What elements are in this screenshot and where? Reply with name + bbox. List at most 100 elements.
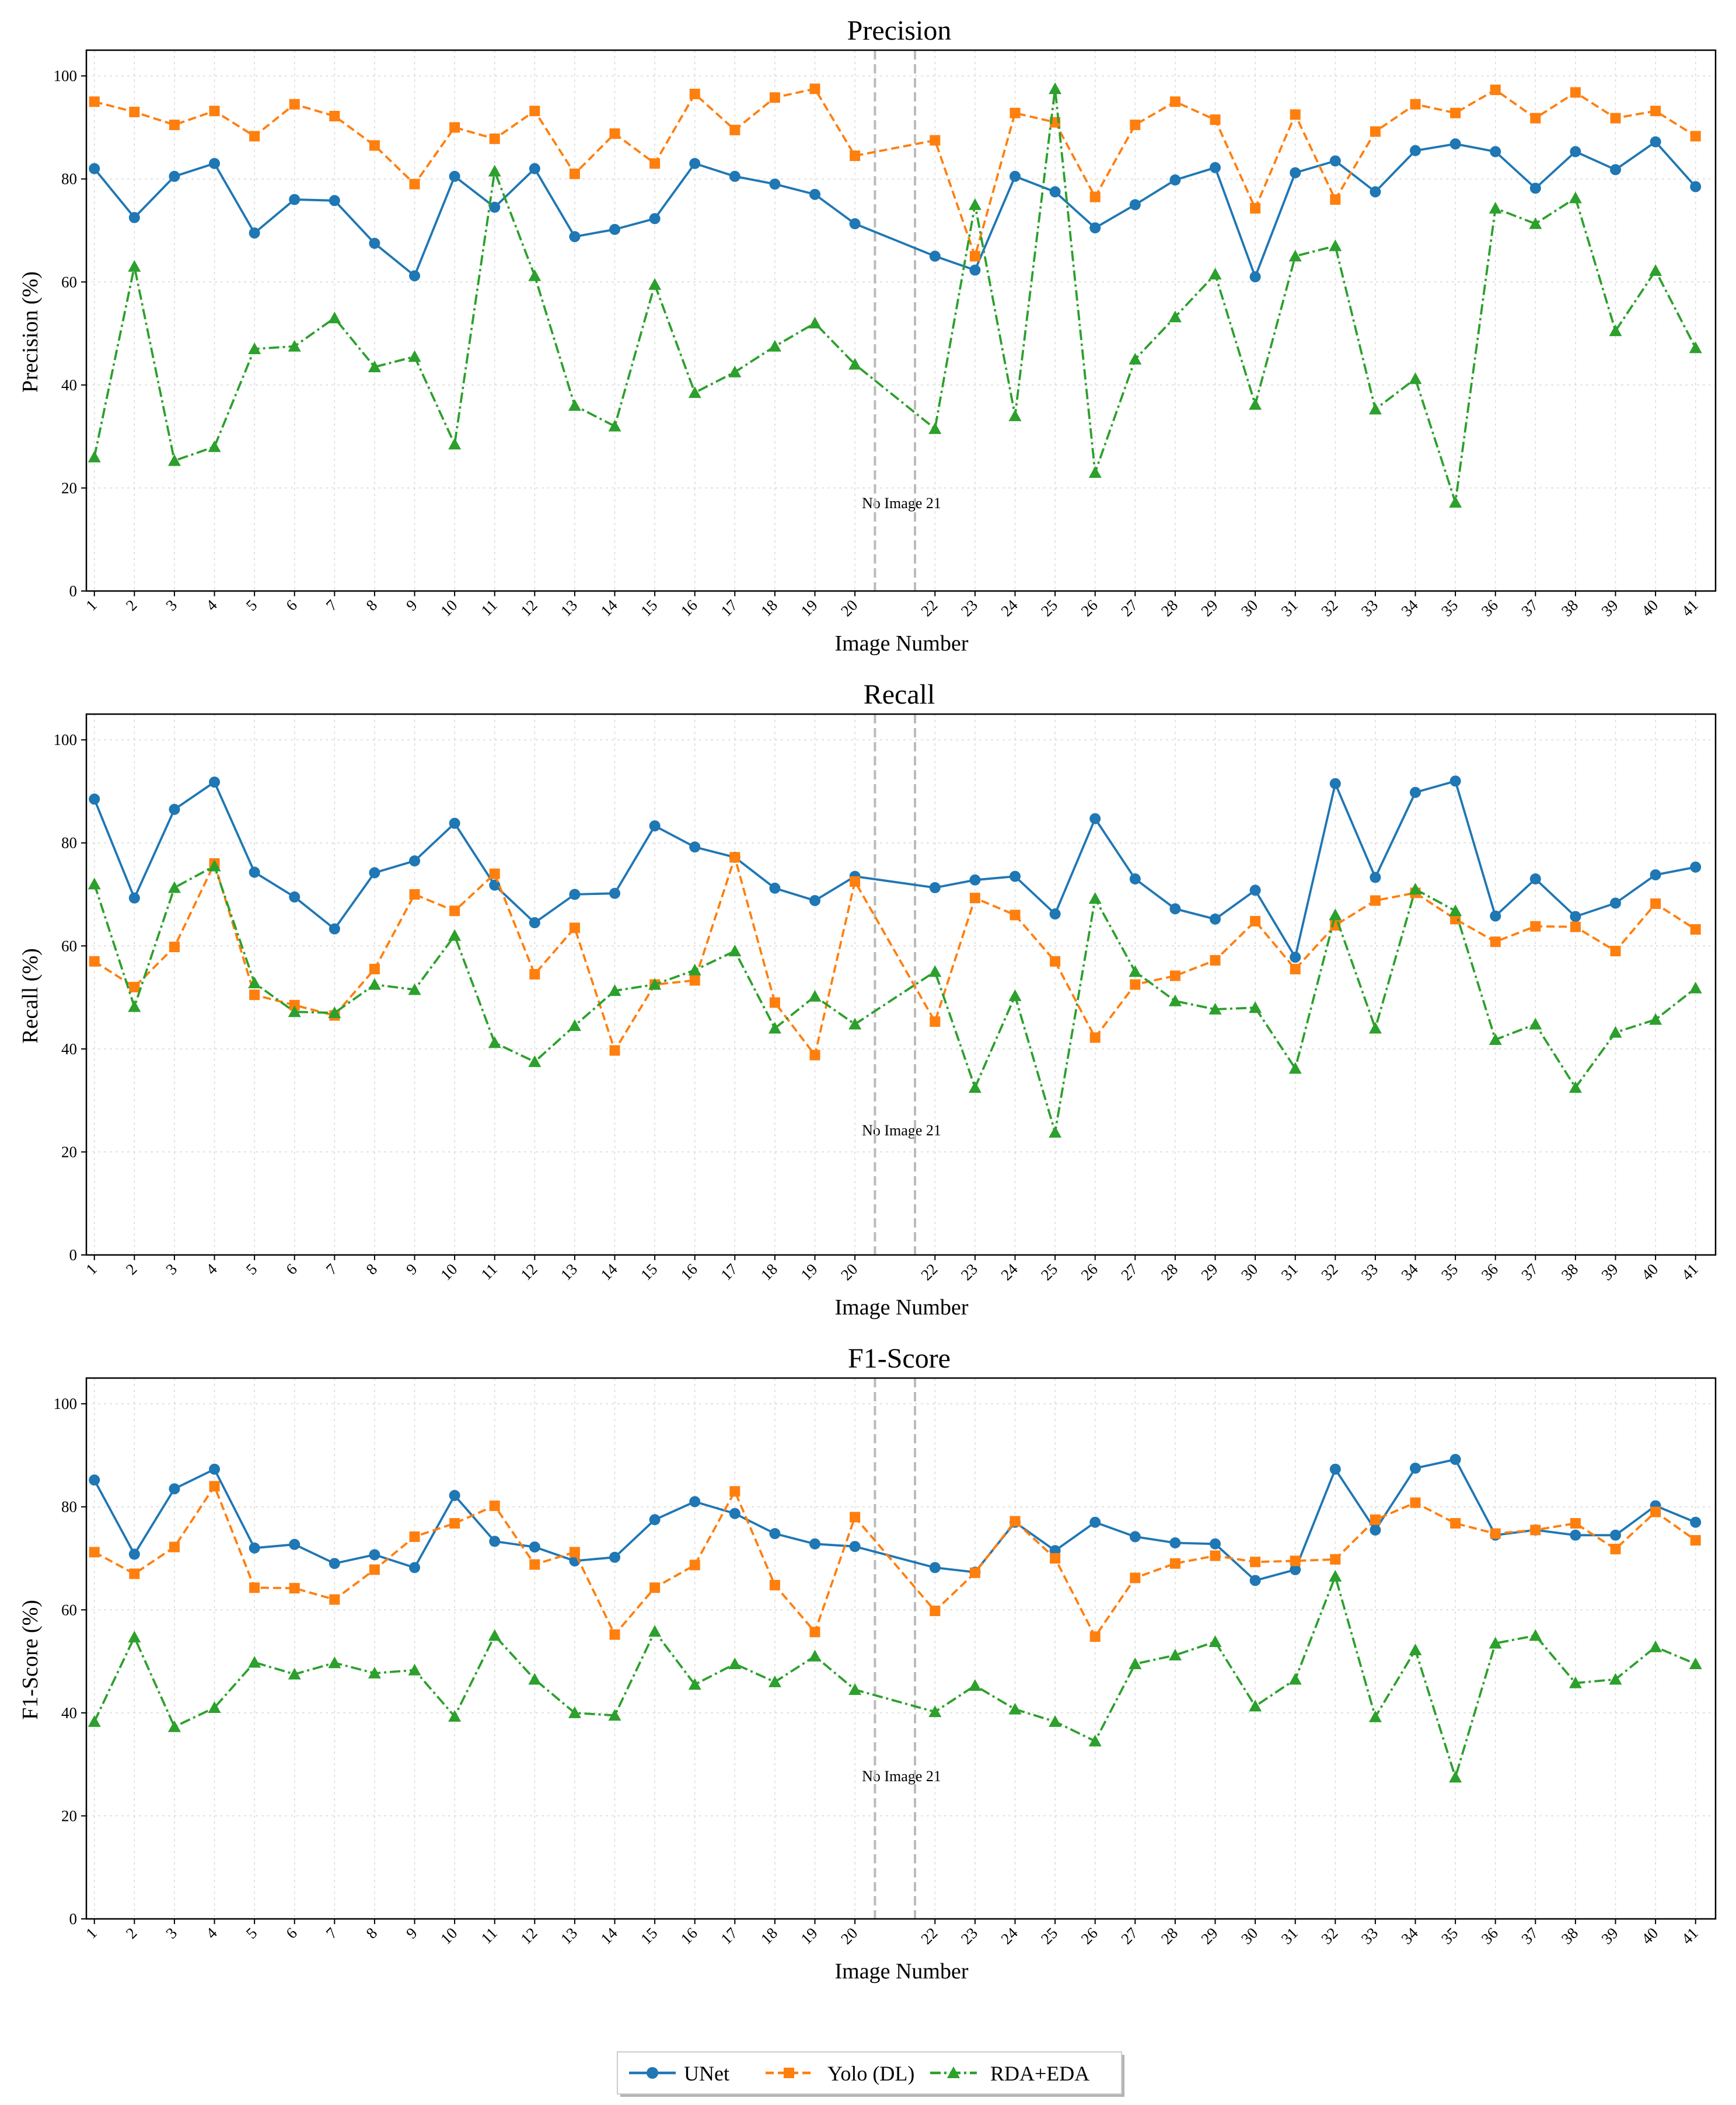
data-point-unet	[1329, 155, 1341, 167]
data-point-unet	[1129, 199, 1141, 211]
data-point-rda-eda	[1368, 403, 1382, 415]
data-point-rda-eda	[248, 1656, 261, 1668]
data-point-rda-eda	[288, 1667, 301, 1680]
data-point-yolo	[930, 1016, 941, 1027]
data-point-rda-eda	[848, 1683, 862, 1695]
data-point-rda-eda	[1088, 466, 1102, 478]
data-point-yolo	[1650, 898, 1661, 909]
data-point-yolo	[769, 997, 780, 1008]
data-point-yolo	[1130, 979, 1141, 990]
data-point-yolo	[1290, 1555, 1301, 1566]
data-point-yolo	[1530, 1524, 1541, 1536]
y-tick-label: 20	[61, 1807, 77, 1824]
axes-frame	[85, 1377, 1717, 1920]
data-point-unet	[529, 917, 540, 929]
data-point-rda-eda	[488, 1629, 501, 1641]
data-point-yolo	[1370, 1514, 1381, 1525]
data-point-unet	[1249, 271, 1261, 282]
data-point-unet	[1570, 911, 1581, 922]
y-tick-label: 100	[54, 1395, 78, 1412]
data-point-rda-eda	[1569, 1676, 1582, 1688]
data-point-unet	[1049, 186, 1061, 198]
data-point-yolo	[809, 1627, 820, 1638]
y-tick-label: 100	[54, 731, 78, 749]
y-axis-label: Precision (%)	[18, 271, 43, 393]
data-point-rda-eda	[608, 1709, 621, 1721]
data-point-unet	[329, 923, 340, 935]
data-point-yolo	[729, 1486, 740, 1497]
data-point-rda-eda	[1649, 1013, 1662, 1025]
data-point-rda-eda	[1569, 1081, 1582, 1093]
data-point-rda-eda	[128, 260, 141, 272]
data-point-yolo	[129, 1568, 140, 1579]
data-point-rda-eda	[208, 440, 221, 452]
data-point-unet	[369, 1549, 380, 1561]
data-point-unet	[569, 889, 581, 900]
data-point-yolo	[449, 122, 460, 133]
data-point-yolo	[1330, 194, 1341, 205]
y-tick-label: 60	[61, 1601, 77, 1618]
data-point-rda-eda	[328, 1656, 341, 1669]
y-tick-label: 40	[61, 1040, 77, 1058]
data-point-yolo	[289, 99, 300, 110]
data-point-unet	[1449, 1453, 1461, 1465]
data-point-yolo	[1290, 109, 1301, 120]
data-point-unet	[89, 1474, 100, 1486]
data-point-rda-eda	[848, 358, 862, 370]
series-line-rda-eda	[93, 1575, 1696, 1779]
data-point-rda-eda	[728, 365, 742, 377]
data-point-yolo	[89, 96, 100, 107]
data-point-rda-eda	[808, 989, 822, 1002]
data-point-rda-eda	[968, 1679, 981, 1691]
data-point-rda-eda	[1008, 989, 1022, 1001]
data-point-yolo	[289, 1583, 300, 1594]
data-point-unet	[1690, 181, 1702, 193]
y-axis-label: Recall (%)	[18, 948, 43, 1044]
data-point-yolo	[489, 868, 500, 879]
data-point-unet	[609, 1551, 621, 1563]
data-point-unet	[1410, 145, 1421, 156]
data-point-yolo	[409, 1531, 420, 1542]
legend: UNet Yolo (DL) RDA+EDA	[617, 2051, 1124, 2097]
data-point-unet	[1249, 884, 1261, 896]
legend-entry-unet: UNet	[629, 2062, 729, 2085]
data-point-rda-eda	[1489, 1637, 1502, 1649]
data-point-unet	[1370, 186, 1381, 198]
data-point-rda-eda	[1168, 994, 1182, 1006]
data-point-yolo	[1690, 131, 1701, 142]
data-point-unet	[1650, 869, 1661, 880]
data-point-rda-eda	[768, 1675, 781, 1687]
y-tick-label: 20	[61, 479, 77, 496]
data-point-unet	[809, 1538, 821, 1550]
data-point-unet	[1610, 1529, 1622, 1541]
data-point-unet	[329, 1558, 340, 1569]
data-point-unet	[1089, 1516, 1101, 1528]
data-point-rda-eda	[848, 1017, 862, 1030]
data-point-rda-eda	[248, 342, 261, 355]
chart-title: Recall	[864, 679, 935, 710]
data-point-rda-eda	[288, 340, 301, 352]
data-point-unet	[849, 1541, 861, 1552]
data-point-unet	[209, 158, 221, 169]
data-point-rda-eda	[1409, 1644, 1422, 1656]
data-point-rda-eda	[1368, 1022, 1382, 1034]
data-point-rda-eda	[648, 1625, 662, 1637]
data-point-yolo	[969, 1567, 980, 1578]
data-point-rda-eda	[488, 1036, 501, 1048]
data-point-rda-eda	[928, 1705, 942, 1718]
x-axis-label: Image Number	[835, 1295, 969, 1320]
data-point-rda-eda	[1449, 496, 1462, 508]
data-point-unet	[489, 1536, 501, 1547]
data-point-unet	[489, 201, 501, 213]
data-point-yolo	[1570, 921, 1581, 932]
data-point-rda-eda	[128, 1000, 141, 1012]
data-point-rda-eda	[408, 350, 421, 362]
data-point-rda-eda	[768, 340, 781, 352]
data-point-unet	[369, 867, 380, 879]
data-point-unet	[969, 874, 981, 886]
data-point-yolo	[689, 1559, 700, 1571]
y-tick-label: 80	[61, 170, 77, 188]
y-tick-label: 80	[61, 834, 77, 852]
data-point-rda-eda	[448, 929, 462, 941]
